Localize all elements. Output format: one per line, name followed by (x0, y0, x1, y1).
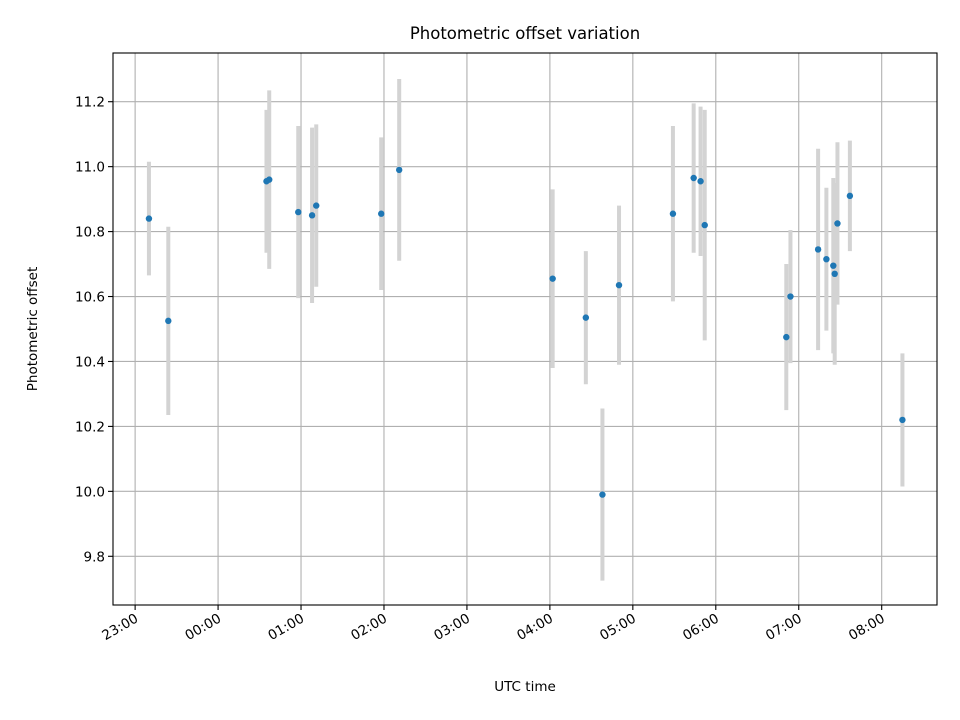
y-tick-label: 10.8 (75, 225, 105, 241)
y-tick-label: 11.0 (75, 160, 105, 176)
data-point (599, 491, 606, 498)
x-tick-label: 08:00 (846, 611, 888, 644)
data-point (697, 178, 704, 185)
data-point (834, 220, 841, 227)
errorbars (146, 78, 905, 581)
data-point (831, 270, 838, 277)
data-point (814, 246, 822, 253)
data-point (615, 281, 623, 289)
data-point (830, 262, 837, 269)
y-tick-label: 11.2 (75, 95, 105, 111)
y-axis-label: Photometric offset (25, 267, 41, 391)
data-point (266, 176, 273, 183)
data-point (145, 215, 153, 222)
data-point (295, 208, 302, 216)
y-tick-label: 10.6 (75, 290, 105, 306)
x-tick-label: 23:00 (99, 611, 141, 644)
x-axis-label: UTC time (494, 679, 556, 695)
plot-frame (112, 52, 938, 606)
data-point (846, 192, 854, 200)
x-tick-label: 01:00 (265, 611, 307, 644)
data-point (378, 210, 385, 217)
data-point (165, 317, 172, 325)
data-point (787, 293, 794, 300)
y-tick-label: 10.0 (75, 484, 105, 500)
x-tick-label: 07:00 (763, 611, 805, 644)
y-tick-label: 10.2 (75, 419, 105, 435)
axis-ticks: 23:00 00:00 01:00 02:00 03:00 04:00 05:00 06:00… (75, 95, 888, 644)
y-tick-label: 10.4 (75, 354, 105, 370)
data-point (395, 166, 403, 174)
x-tick-label: 05:00 (597, 611, 639, 644)
x-tick-label: 02:00 (348, 611, 390, 644)
data-point (313, 202, 320, 209)
data-point (549, 275, 556, 282)
data-point (669, 210, 677, 217)
x-tick-label: 06:00 (680, 611, 722, 644)
data-point (690, 174, 697, 182)
x-tick-label: 04:00 (514, 611, 556, 644)
data-point (783, 333, 790, 341)
data-point (582, 314, 590, 321)
grid (113, 53, 937, 605)
x-tick-label: 00:00 (182, 611, 224, 644)
data-point (701, 221, 708, 229)
data-points (145, 166, 906, 498)
y-tick-label: 9.8 (84, 549, 105, 565)
data-point (899, 416, 906, 424)
x-tick-label: 03:00 (431, 611, 473, 644)
data-point (823, 255, 830, 263)
data-point (308, 212, 316, 219)
chart-title: Photometric offset variation (410, 24, 640, 43)
